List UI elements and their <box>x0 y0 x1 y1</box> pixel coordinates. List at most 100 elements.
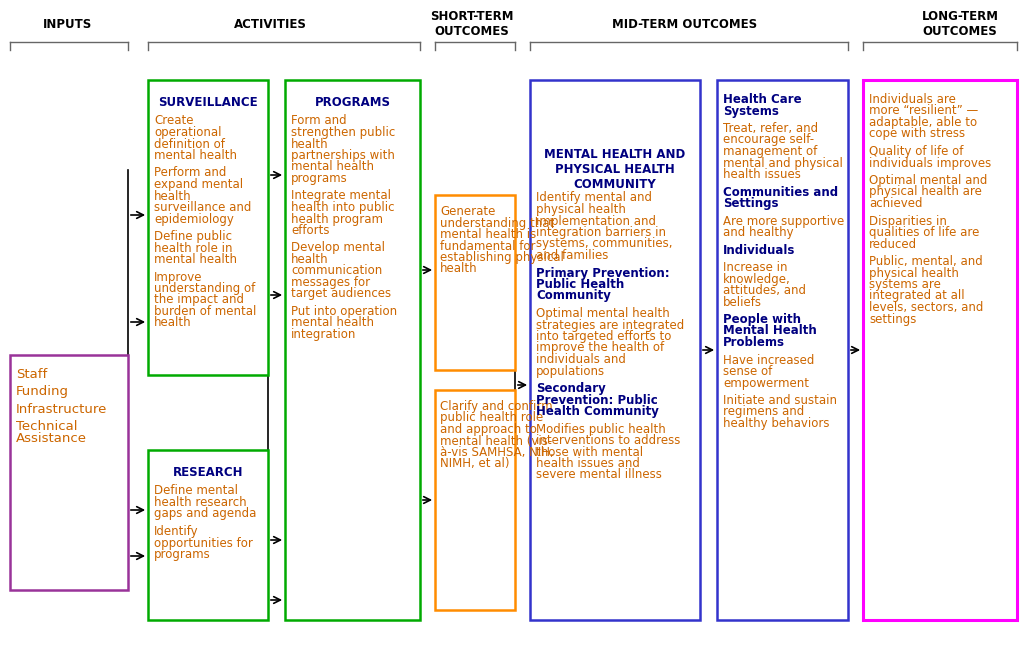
Text: Systems: Systems <box>723 105 778 118</box>
Bar <box>435 390 515 610</box>
Text: physical health are: physical health are <box>869 186 982 199</box>
Text: empowerment: empowerment <box>723 376 809 390</box>
Text: health: health <box>154 316 192 330</box>
Text: establishing physical: establishing physical <box>440 251 564 264</box>
Text: health into public: health into public <box>291 201 394 214</box>
Text: knowledge,: knowledge, <box>723 272 791 286</box>
Text: Perform and: Perform and <box>154 166 226 180</box>
Text: Improve: Improve <box>154 270 202 284</box>
Text: implementation and: implementation and <box>536 215 656 228</box>
Text: Health Care: Health Care <box>723 93 802 106</box>
Text: Have increased: Have increased <box>723 353 814 367</box>
Text: mental health: mental health <box>291 316 374 330</box>
Text: Clarify and confirm: Clarify and confirm <box>440 400 553 413</box>
Text: SURVEILLANCE: SURVEILLANCE <box>158 96 258 109</box>
Text: efforts: efforts <box>291 224 330 237</box>
Text: the impact and: the impact and <box>154 293 244 307</box>
Text: Infrastructure: Infrastructure <box>16 403 108 416</box>
Text: mental health: mental health <box>154 253 237 266</box>
Text: settings: settings <box>869 313 916 326</box>
Text: mental health: mental health <box>291 161 374 174</box>
Text: healthy behaviors: healthy behaviors <box>723 417 830 430</box>
Text: fundamental for: fundamental for <box>440 240 535 253</box>
Text: opportunities for: opportunities for <box>154 536 253 549</box>
Text: Communities and: Communities and <box>723 186 838 199</box>
Text: health program: health program <box>291 213 383 226</box>
Text: MID-TERM OUTCOMES: MID-TERM OUTCOMES <box>612 18 758 31</box>
Text: ACTIVITIES: ACTIVITIES <box>233 18 306 31</box>
Bar <box>435 195 515 370</box>
Text: Generate: Generate <box>440 205 495 218</box>
Text: integration: integration <box>291 328 356 341</box>
Text: NIMH, et al): NIMH, et al) <box>440 457 509 470</box>
Bar <box>530 80 700 620</box>
Text: health issues: health issues <box>723 168 801 181</box>
Text: programs: programs <box>154 548 211 561</box>
Text: Integrate mental: Integrate mental <box>291 190 391 203</box>
Text: and families: and families <box>536 249 608 262</box>
Text: mental and physical: mental and physical <box>723 157 843 170</box>
Text: understanding of: understanding of <box>154 282 256 295</box>
Text: communication: communication <box>291 265 382 278</box>
Text: Create: Create <box>154 114 193 128</box>
Text: People with: People with <box>723 313 801 326</box>
Text: Define mental: Define mental <box>154 484 238 497</box>
Text: severe mental illness: severe mental illness <box>536 468 661 482</box>
Text: encourage self-: encourage self- <box>723 134 814 147</box>
Text: messages for: messages for <box>291 276 370 289</box>
Text: Increase in: Increase in <box>723 261 788 274</box>
Text: health role in: health role in <box>154 241 232 255</box>
Text: levels, sectors, and: levels, sectors, and <box>869 301 984 314</box>
Bar <box>286 80 420 620</box>
Text: Technical: Technical <box>16 420 77 434</box>
Text: achieved: achieved <box>869 197 922 210</box>
Text: Treat, refer, and: Treat, refer, and <box>723 122 819 135</box>
Text: integrated at all: integrated at all <box>869 290 964 303</box>
Text: SHORT-TERM
OUTCOMES: SHORT-TERM OUTCOMES <box>430 10 514 38</box>
Text: reduced: reduced <box>869 238 917 251</box>
Text: regimens and: regimens and <box>723 405 804 418</box>
Text: mental health: mental health <box>154 149 237 162</box>
Text: those with mental: those with mental <box>536 445 643 459</box>
Text: integration barriers in: integration barriers in <box>536 226 665 239</box>
Text: à-vis SAMHSA, NIH,: à-vis SAMHSA, NIH, <box>440 446 554 459</box>
Text: health: health <box>440 263 478 276</box>
Text: Mental Health: Mental Health <box>723 324 816 338</box>
Bar <box>863 80 1017 620</box>
Text: understanding that: understanding that <box>440 216 555 230</box>
Text: qualities of life are: qualities of life are <box>869 226 980 239</box>
Text: individuals and: individuals and <box>536 353 625 366</box>
Text: populations: populations <box>536 365 605 378</box>
Text: target audiences: target audiences <box>291 288 391 301</box>
Text: Optimal mental and: Optimal mental and <box>869 174 987 187</box>
Text: LONG-TERM
OUTCOMES: LONG-TERM OUTCOMES <box>921 10 998 38</box>
Bar <box>10 355 128 590</box>
Text: Prevention: Public: Prevention: Public <box>536 393 657 407</box>
Text: strengthen public: strengthen public <box>291 126 395 139</box>
Text: Secondary: Secondary <box>536 382 606 395</box>
Text: PROGRAMS: PROGRAMS <box>314 96 390 109</box>
Text: Public Health: Public Health <box>536 278 624 291</box>
Text: epidemiology: epidemiology <box>154 213 234 226</box>
Text: Primary Prevention:: Primary Prevention: <box>536 266 670 280</box>
Text: mental health (vis-: mental health (vis- <box>440 434 553 447</box>
Text: strategies are integrated: strategies are integrated <box>536 318 684 332</box>
Text: gaps and agenda: gaps and agenda <box>154 507 257 520</box>
Text: INPUTS: INPUTS <box>43 18 92 31</box>
Text: RESEARCH: RESEARCH <box>173 466 243 479</box>
Text: beliefs: beliefs <box>723 295 762 309</box>
Text: Assistance: Assistance <box>16 432 87 445</box>
Text: Develop mental: Develop mental <box>291 241 385 255</box>
Text: mental health is: mental health is <box>440 228 536 241</box>
Text: Community: Community <box>536 290 611 303</box>
Text: into targeted efforts to: into targeted efforts to <box>536 330 672 343</box>
Text: management of: management of <box>723 145 817 158</box>
Text: Put into operation: Put into operation <box>291 305 397 318</box>
Text: Define public: Define public <box>154 230 232 243</box>
Text: Individuals are: Individuals are <box>869 93 956 106</box>
Text: Are more supportive: Are more supportive <box>723 215 844 228</box>
Text: adaptable, able to: adaptable, able to <box>869 116 977 129</box>
Bar <box>717 80 848 620</box>
Text: interventions to address: interventions to address <box>536 434 680 447</box>
Text: individuals improves: individuals improves <box>869 157 991 170</box>
